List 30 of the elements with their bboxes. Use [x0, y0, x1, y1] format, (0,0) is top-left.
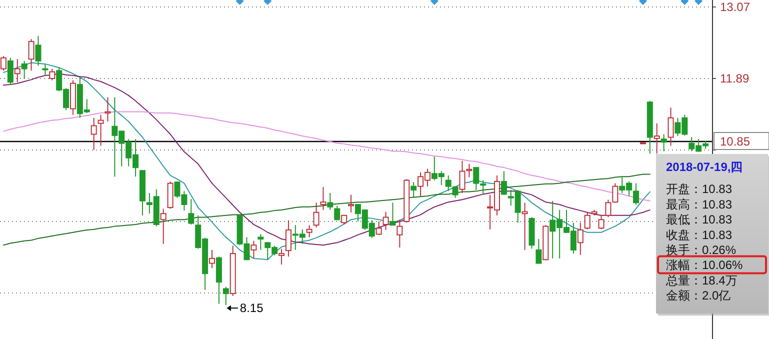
candlestick: [278, 248, 285, 265]
y-tick-label: 13.07: [720, 0, 750, 14]
annotation: 收盘：10.83: [666, 228, 732, 242]
candlestick: [320, 186, 326, 210]
line-series: [2, 174, 650, 246]
candlestick: [160, 208, 166, 244]
candlestick: [14, 58, 20, 83]
ref-line-label: 10.85: [720, 134, 750, 148]
annotation: 总量：18.4万: [665, 273, 738, 288]
candlestick: [410, 182, 417, 198]
annotation: 最高：10.83: [666, 197, 732, 212]
candlestick: [35, 36, 42, 66]
candlestick: [396, 219, 403, 248]
candlestick: [500, 170, 507, 195]
candlestick: [98, 114, 104, 146]
candlestick: [104, 96, 111, 122]
candlestick: [660, 134, 667, 152]
candlestick: [654, 122, 660, 154]
annotation: 8.15: [240, 301, 264, 316]
annotation: 开盘：10.83: [666, 182, 732, 196]
candlestick: [522, 202, 528, 250]
candlestick: [285, 220, 292, 258]
annotation: 最低：10.83: [666, 212, 732, 227]
candlestick: [348, 194, 354, 213]
annotation: 2018-07-19,四: [666, 160, 743, 174]
annotation: 换手：0.26%: [666, 243, 736, 257]
annotation: 金额：2.0亿: [666, 288, 731, 303]
y-tick-label: 11.89: [720, 71, 750, 86]
annotation: 涨幅：10.06%: [666, 258, 744, 272]
candlestick: [577, 222, 584, 256]
